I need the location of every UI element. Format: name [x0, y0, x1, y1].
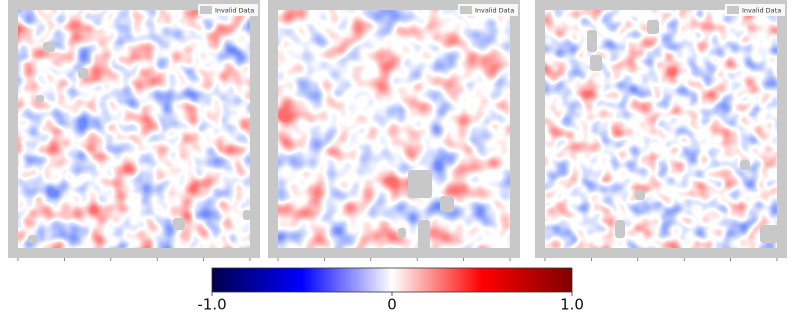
- invalid-patch: [740, 160, 750, 170]
- invalid-patch: [36, 95, 44, 103]
- invalid-patch: [647, 20, 659, 34]
- invalid-patch: [243, 210, 251, 220]
- invalid-patch: [587, 30, 597, 52]
- invalid-patch: [418, 220, 430, 250]
- colorbar-tick-label: 0: [387, 296, 397, 314]
- colorbar-tick-label: -1.0: [197, 296, 226, 314]
- legend-swatch: [727, 6, 739, 14]
- legend-swatch: [200, 6, 212, 14]
- invalid-patch: [78, 68, 88, 78]
- panels: Invalid Data Invalid Data Invalid Data: [8, 0, 787, 261]
- invalid-patch: [440, 196, 454, 212]
- invalid-patch: [590, 55, 602, 71]
- legend-label: Invalid Data: [475, 7, 514, 15]
- legend-box: [198, 4, 258, 16]
- invalid-patch: [635, 190, 645, 200]
- legend-box: [458, 4, 518, 16]
- noise-field: [278, 10, 510, 248]
- invalid-patch: [43, 42, 55, 52]
- noise-field: [18, 10, 250, 248]
- invalid-patch: [615, 220, 625, 238]
- colorbar: [211, 267, 573, 293]
- legend-box: [725, 4, 785, 16]
- invalid-patch: [28, 235, 38, 243]
- legend-label: Invalid Data: [742, 7, 781, 15]
- colorbar-tick-label: 1.0: [560, 296, 584, 314]
- legend-swatch: [460, 6, 472, 14]
- noise-field: [545, 10, 777, 248]
- invalid-patch: [408, 170, 432, 198]
- invalid-patch: [398, 228, 406, 238]
- legend-label: Invalid Data: [215, 7, 254, 15]
- invalid-patch: [760, 225, 778, 243]
- invalid-patch: [173, 218, 185, 230]
